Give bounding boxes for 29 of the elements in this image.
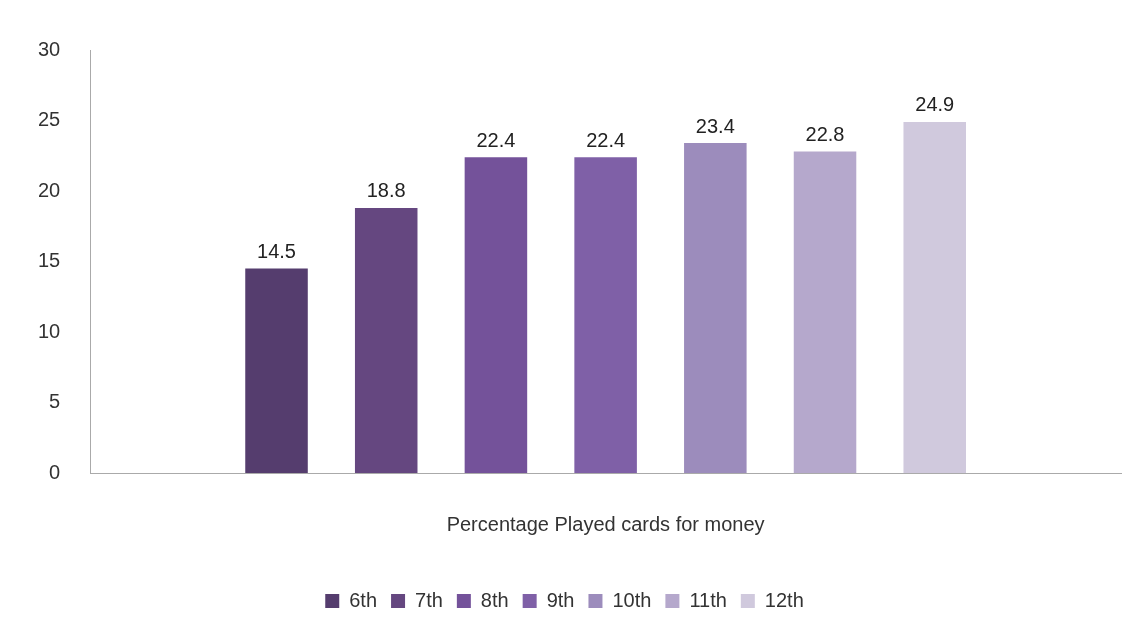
legend-label: 9th bbox=[546, 588, 575, 611]
data-label: 22.4 bbox=[476, 128, 516, 151]
data-label: 22.8 bbox=[805, 123, 845, 146]
legend-label: 6th bbox=[349, 588, 378, 611]
bar bbox=[464, 157, 528, 473]
y-tick-label: 25 bbox=[38, 108, 61, 131]
data-label: 24.9 bbox=[915, 93, 955, 116]
x-tick-label: Percentage Played cards for money bbox=[446, 512, 765, 535]
data-label: 22.4 bbox=[586, 128, 626, 151]
bar bbox=[793, 151, 857, 473]
y-tick-label: 0 bbox=[49, 460, 61, 483]
legend-label: 10th bbox=[612, 588, 652, 611]
y-tick-label: 15 bbox=[38, 249, 61, 272]
bar bbox=[354, 207, 418, 473]
y-tick-label: 20 bbox=[38, 178, 61, 201]
data-label: 14.5 bbox=[257, 240, 296, 263]
y-tick-label: 10 bbox=[38, 319, 61, 342]
data-label: 18.8 bbox=[366, 179, 406, 202]
y-tick-label: 30 bbox=[38, 37, 61, 60]
bar bbox=[903, 121, 966, 473]
bar bbox=[574, 157, 637, 473]
bar bbox=[245, 268, 308, 473]
y-tick-label: 5 bbox=[49, 390, 61, 413]
legend-label: 7th bbox=[415, 588, 443, 611]
data-label: 23.4 bbox=[695, 114, 735, 137]
bar bbox=[684, 143, 747, 473]
legend-label: 8th bbox=[480, 588, 509, 611]
legend-label: 12th bbox=[764, 588, 804, 611]
legend-label: 11th bbox=[689, 588, 727, 611]
